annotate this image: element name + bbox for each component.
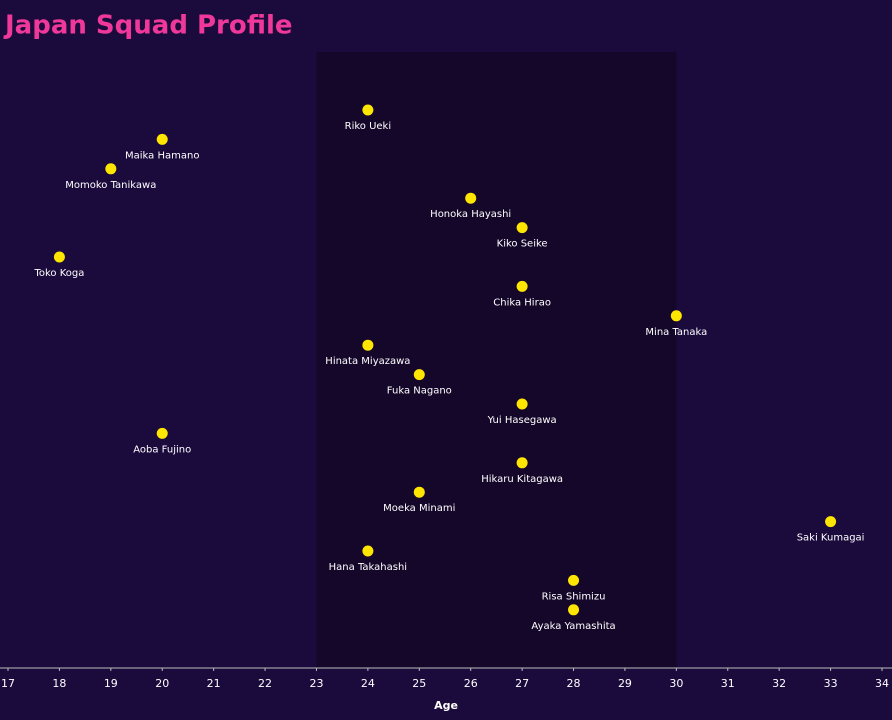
- point: [516, 280, 528, 292]
- x-tick-label: 19: [104, 677, 118, 690]
- point: [362, 545, 374, 557]
- point: [465, 192, 477, 204]
- point-label: Risa Shimizu: [542, 591, 606, 602]
- point: [516, 222, 528, 234]
- x-tick-label: 20: [155, 677, 169, 690]
- point: [156, 133, 168, 145]
- x-tick-label: 24: [361, 677, 375, 690]
- point: [516, 457, 528, 469]
- highlight-band: [316, 52, 677, 668]
- point: [670, 310, 682, 322]
- x-tick-label: 25: [412, 677, 426, 690]
- x-axis-label: Age: [434, 699, 458, 712]
- x-tick-label: 26: [464, 677, 478, 690]
- point-label: Honoka Hayashi: [430, 209, 511, 220]
- point: [516, 398, 528, 410]
- x-tick-label: 22: [258, 677, 272, 690]
- x-tick-label: 21: [207, 677, 221, 690]
- x-tick-label: 28: [567, 677, 581, 690]
- x-tick-label: 30: [669, 677, 683, 690]
- point: [362, 104, 374, 116]
- point-label: Riko Ueki: [345, 121, 392, 132]
- point: [413, 369, 425, 381]
- chart-title: Japan Squad Profile: [3, 11, 293, 41]
- point: [105, 163, 117, 175]
- point: [362, 339, 374, 351]
- point-label: Maika Hamano: [125, 150, 199, 161]
- point: [568, 574, 580, 586]
- x-tick-label: 27: [515, 677, 529, 690]
- point-label: Saki Kumagai: [797, 533, 865, 544]
- point: [413, 486, 425, 498]
- point: [825, 516, 837, 528]
- point-label: Chika Hirao: [493, 297, 551, 308]
- x-tick-label: 17: [1, 677, 15, 690]
- point-label: Toko Koga: [33, 268, 84, 279]
- point-label: Moeka Minami: [383, 503, 455, 514]
- point-label: Hinata Miyazawa: [325, 356, 410, 367]
- point-label: Aoba Fujino: [133, 444, 191, 455]
- point-label: Yui Hasegawa: [487, 415, 557, 426]
- x-tick-label: 32: [772, 677, 786, 690]
- point: [568, 604, 580, 616]
- point-label: Kiko Seike: [497, 239, 548, 250]
- point: [156, 427, 168, 439]
- point: [53, 251, 65, 263]
- point-label: Momoko Tanikawa: [65, 180, 156, 191]
- x-tick-label: 29: [618, 677, 632, 690]
- point-label: Ayaka Yamashita: [531, 621, 615, 632]
- point-label: Fuka Nagano: [387, 386, 452, 397]
- x-tick-label: 18: [52, 677, 66, 690]
- point-label: Mina Tanaka: [645, 327, 707, 338]
- x-tick-label: 33: [824, 677, 838, 690]
- point-label: Hana Takahashi: [329, 562, 407, 573]
- x-tick-label: 34: [875, 677, 889, 690]
- point-label: Hikaru Kitagawa: [481, 474, 563, 485]
- x-tick-label: 23: [309, 677, 323, 690]
- x-tick-label: 31: [721, 677, 735, 690]
